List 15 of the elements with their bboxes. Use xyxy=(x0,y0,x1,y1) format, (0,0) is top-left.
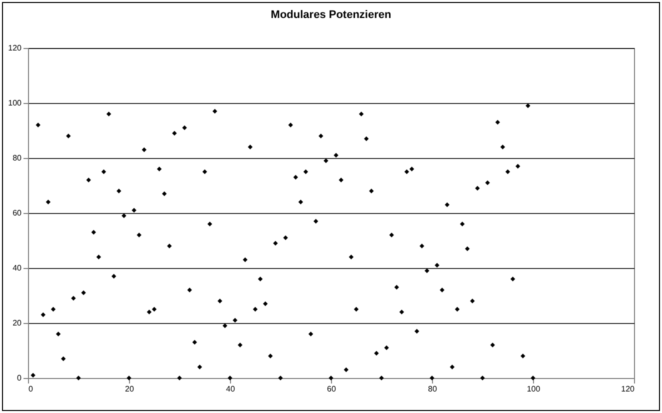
y-tick-label: 20 xyxy=(12,318,22,328)
chart-title: Modulares Potenzieren xyxy=(270,9,392,21)
x-tick-label: 60 xyxy=(327,384,336,394)
y-tick-label: 100 xyxy=(8,98,22,108)
x-tick-label: 0 xyxy=(28,384,34,394)
y-tick-label: 60 xyxy=(12,208,22,218)
y-tick-label: 80 xyxy=(12,154,22,162)
x-tick-label: 20 xyxy=(125,384,134,394)
y-tick-label: 0 xyxy=(17,374,22,382)
x-tick-label: 120 xyxy=(621,384,636,394)
y-tick-label: 120 xyxy=(8,44,22,52)
x-tick-label: 40 xyxy=(226,384,236,394)
x-tick-label: 80 xyxy=(428,384,438,394)
y-tick-label: 40 xyxy=(12,264,22,272)
x-tick-label: 100 xyxy=(526,384,541,394)
